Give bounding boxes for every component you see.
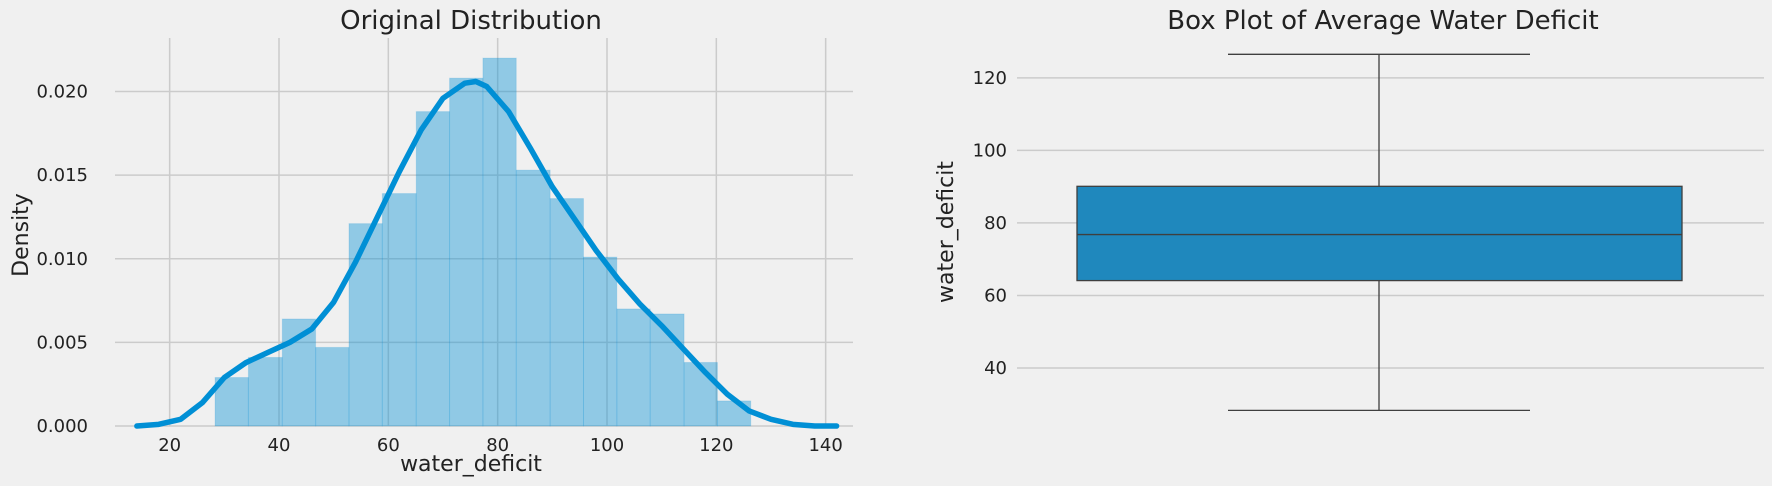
kde-curve <box>134 78 840 429</box>
histogram-x-tick-label: 120 <box>699 435 733 456</box>
histogram-bar <box>348 223 383 427</box>
kde-curve-group <box>134 78 840 429</box>
histogram-x-tick-label: 20 <box>158 435 181 456</box>
boxplot-y-tick-label: 40 <box>984 358 1007 379</box>
histogram-bar <box>449 77 484 427</box>
histogram-bar <box>247 356 283 427</box>
histogram-x-tick-label: 80 <box>486 435 509 456</box>
histogram-x-tick-label: 140 <box>808 435 842 456</box>
histogram-bar <box>616 308 651 427</box>
histogram-y-tick-label: 0.020 <box>36 82 88 103</box>
histogram-bar <box>582 256 618 427</box>
histogram-bar <box>716 400 752 427</box>
boxplot-y-axis-label: water_deficit <box>934 161 959 303</box>
histogram-y-ticks: 0.000 0.005 0.010 0.015 0.020 <box>36 82 88 437</box>
boxplot-panel: Box Plot of Average Water Deficit 40 60 80… <box>934 6 1764 412</box>
histogram-bars <box>214 57 752 427</box>
boxplot-y-tick-label: 60 <box>984 285 1007 306</box>
histogram-bar <box>549 198 584 427</box>
histogram-x-ticks: 20 40 60 80 100 120 140 <box>158 435 843 456</box>
histogram-bar <box>381 193 417 427</box>
histogram-panel: Original Distribution 20 40 60 80 100 120 140 … <box>9 6 853 477</box>
histogram-y-tick-label: 0.010 <box>36 249 88 270</box>
boxplot-title: Box Plot of Average Water Deficit <box>1167 6 1598 36</box>
histogram-x-tick-label: 60 <box>377 435 400 456</box>
histogram-y-tick-label: 0.000 <box>36 416 88 437</box>
boxplot-y-tick-label: 80 <box>984 213 1007 234</box>
histogram-bar <box>315 346 350 427</box>
histogram-bar <box>415 111 451 427</box>
histogram-x-tick-label: 40 <box>268 435 291 456</box>
boxplot-body <box>1076 53 1683 412</box>
histogram-bar <box>515 169 551 427</box>
boxplot-y-ticks: 40 60 80 100 120 <box>973 68 1007 379</box>
histogram-y-axis-label: Density <box>9 193 34 277</box>
histogram-y-tick-label: 0.015 <box>36 165 88 186</box>
histogram-x-tick-label: 100 <box>590 435 624 456</box>
boxplot-y-tick-label: 120 <box>973 68 1007 89</box>
histogram-x-axis-label: water_deficit <box>400 452 542 477</box>
histogram-y-tick-label: 0.005 <box>36 332 88 353</box>
histogram-grid <box>115 38 853 427</box>
histogram-bar <box>683 361 718 427</box>
boxplot-y-tick-label: 100 <box>973 140 1007 161</box>
histogram-bar <box>281 318 317 427</box>
boxplot-box <box>1076 185 1683 282</box>
histogram-title: Original Distribution <box>340 6 602 36</box>
